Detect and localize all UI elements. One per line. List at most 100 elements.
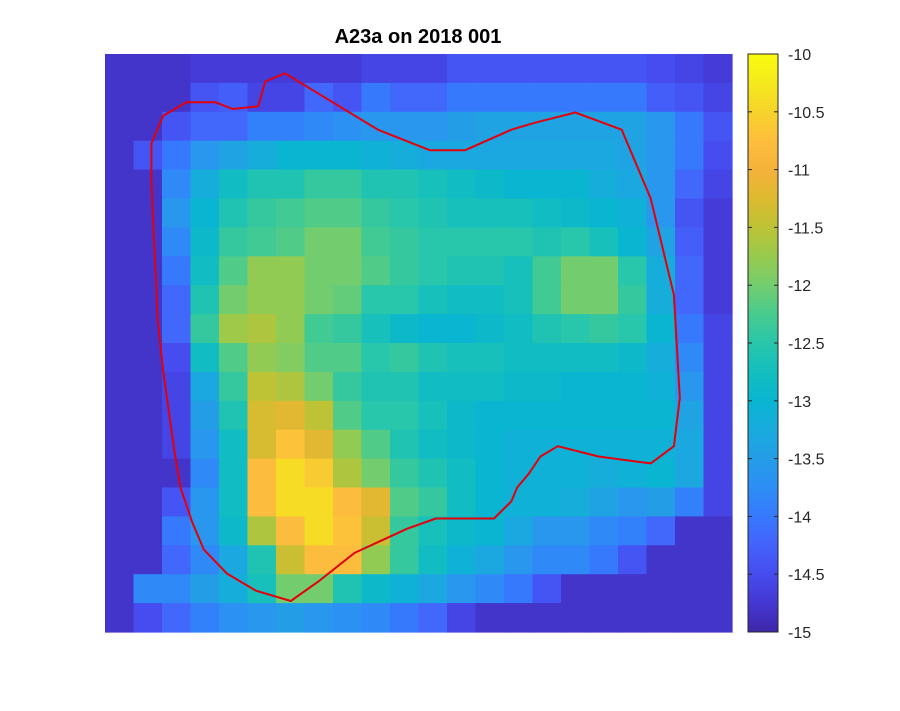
heatmap-cell xyxy=(304,111,334,142)
heatmap-cell xyxy=(333,198,363,228)
heatmap-cell xyxy=(333,400,363,431)
heatmap-cell xyxy=(219,169,249,200)
heatmap-cell xyxy=(618,169,648,200)
heatmap-cell xyxy=(190,140,220,171)
heatmap-cell xyxy=(675,111,705,142)
heatmap-cell xyxy=(247,545,277,575)
heatmap-cell xyxy=(703,603,733,633)
heatmap-cell xyxy=(589,487,619,517)
heatmap-cell xyxy=(219,487,249,517)
heatmap-cell xyxy=(675,285,705,315)
colorbar-tick-label: -14.5 xyxy=(788,567,825,584)
heatmap-cell xyxy=(561,400,591,431)
heatmap-cell xyxy=(247,458,277,489)
heatmap-cell xyxy=(190,227,220,257)
heatmap-cell xyxy=(390,169,420,200)
heatmap-cell xyxy=(475,314,505,344)
heatmap-cell xyxy=(675,487,705,517)
heatmap-cell xyxy=(190,314,220,344)
heatmap-cell xyxy=(589,545,619,575)
heatmap-cell xyxy=(703,343,733,373)
heatmap-cell xyxy=(646,574,676,604)
heatmap-cell xyxy=(333,314,363,344)
heatmap-cell xyxy=(390,574,420,604)
heatmap-cell xyxy=(162,140,192,171)
heatmap-cell xyxy=(333,574,363,604)
heatmap-cell xyxy=(133,256,163,286)
colorbar-tick-label: -10 xyxy=(788,47,811,64)
heatmap-cell xyxy=(561,256,591,286)
heatmap-cell xyxy=(532,54,562,84)
heatmap-cell xyxy=(532,545,562,575)
heatmap-cell xyxy=(618,285,648,315)
heatmap-cell xyxy=(703,227,733,257)
colorbar: -10 -10.5 -11 -11.5 -12 -12.5 -13 -13.5 -14 -14.5… xyxy=(747,47,825,642)
heatmap-cell xyxy=(703,458,733,489)
heatmap-cell xyxy=(390,487,420,517)
heatmap-cell xyxy=(646,603,676,633)
heatmap-cell xyxy=(276,198,306,228)
heatmap-cell xyxy=(532,343,562,373)
heatmap-cell xyxy=(105,371,135,402)
heatmap-cell xyxy=(561,429,591,460)
heatmap-cell xyxy=(133,400,163,431)
heatmap-cell xyxy=(447,458,477,489)
heatmap-cell xyxy=(418,603,448,633)
heatmap-cell xyxy=(532,458,562,489)
heatmap-cell xyxy=(589,227,619,257)
heatmap-cell xyxy=(532,285,562,315)
heatmap-cell xyxy=(390,54,420,84)
heatmap-cell xyxy=(304,140,334,171)
heatmap-cell xyxy=(532,140,562,171)
heatmap-cell xyxy=(190,603,220,633)
heatmap-cell xyxy=(333,371,363,402)
heatmap-cell xyxy=(361,487,391,517)
heatmap-cell xyxy=(447,82,477,113)
colorbar-tick-label: -12 xyxy=(788,278,811,295)
heatmap-cell xyxy=(532,516,562,546)
heatmap-cell xyxy=(219,603,249,633)
heatmap-cell xyxy=(247,429,277,460)
heatmap-cell xyxy=(190,371,220,402)
heatmap-cell xyxy=(219,256,249,286)
heatmap-cell xyxy=(162,343,192,373)
heatmap-cell xyxy=(589,458,619,489)
heatmap-cell xyxy=(418,429,448,460)
heatmap-cell xyxy=(618,516,648,546)
heatmap-cell xyxy=(646,429,676,460)
heatmap-cell xyxy=(390,429,420,460)
heatmap-cell xyxy=(504,574,534,604)
heatmap-cell xyxy=(646,400,676,431)
heatmap-cell xyxy=(361,54,391,84)
heatmap-cell xyxy=(504,54,534,84)
heatmap-cell xyxy=(504,516,534,546)
heatmap-cell xyxy=(162,545,192,575)
heatmap-cell xyxy=(418,516,448,546)
heatmap-cell xyxy=(589,603,619,633)
heatmap-cell xyxy=(333,140,363,171)
heatmap-cell xyxy=(532,487,562,517)
heatmap-cell xyxy=(675,429,705,460)
heatmap-cell xyxy=(133,458,163,489)
heatmap-cell xyxy=(675,169,705,200)
heatmap-cell xyxy=(418,54,448,84)
heatmap-cell xyxy=(475,574,505,604)
heatmap-cell xyxy=(247,487,277,517)
heatmap-cell xyxy=(304,256,334,286)
heatmap-cell xyxy=(333,516,363,546)
heatmap-cell xyxy=(532,227,562,257)
heatmap-cell xyxy=(418,169,448,200)
heatmap-cell xyxy=(276,603,306,633)
heatmap-cell xyxy=(475,516,505,546)
heatmap-cell xyxy=(618,54,648,84)
heatmap-cell xyxy=(276,111,306,142)
heatmap-cell xyxy=(675,82,705,113)
heatmap-cell xyxy=(532,603,562,633)
heatmap-cell xyxy=(703,169,733,200)
heatmap-cell xyxy=(219,516,249,546)
heatmap-cell xyxy=(675,54,705,84)
heatmap-cell xyxy=(703,574,733,604)
colorbar-tick-label: -10.5 xyxy=(788,105,825,122)
heatmap-cell xyxy=(247,111,277,142)
